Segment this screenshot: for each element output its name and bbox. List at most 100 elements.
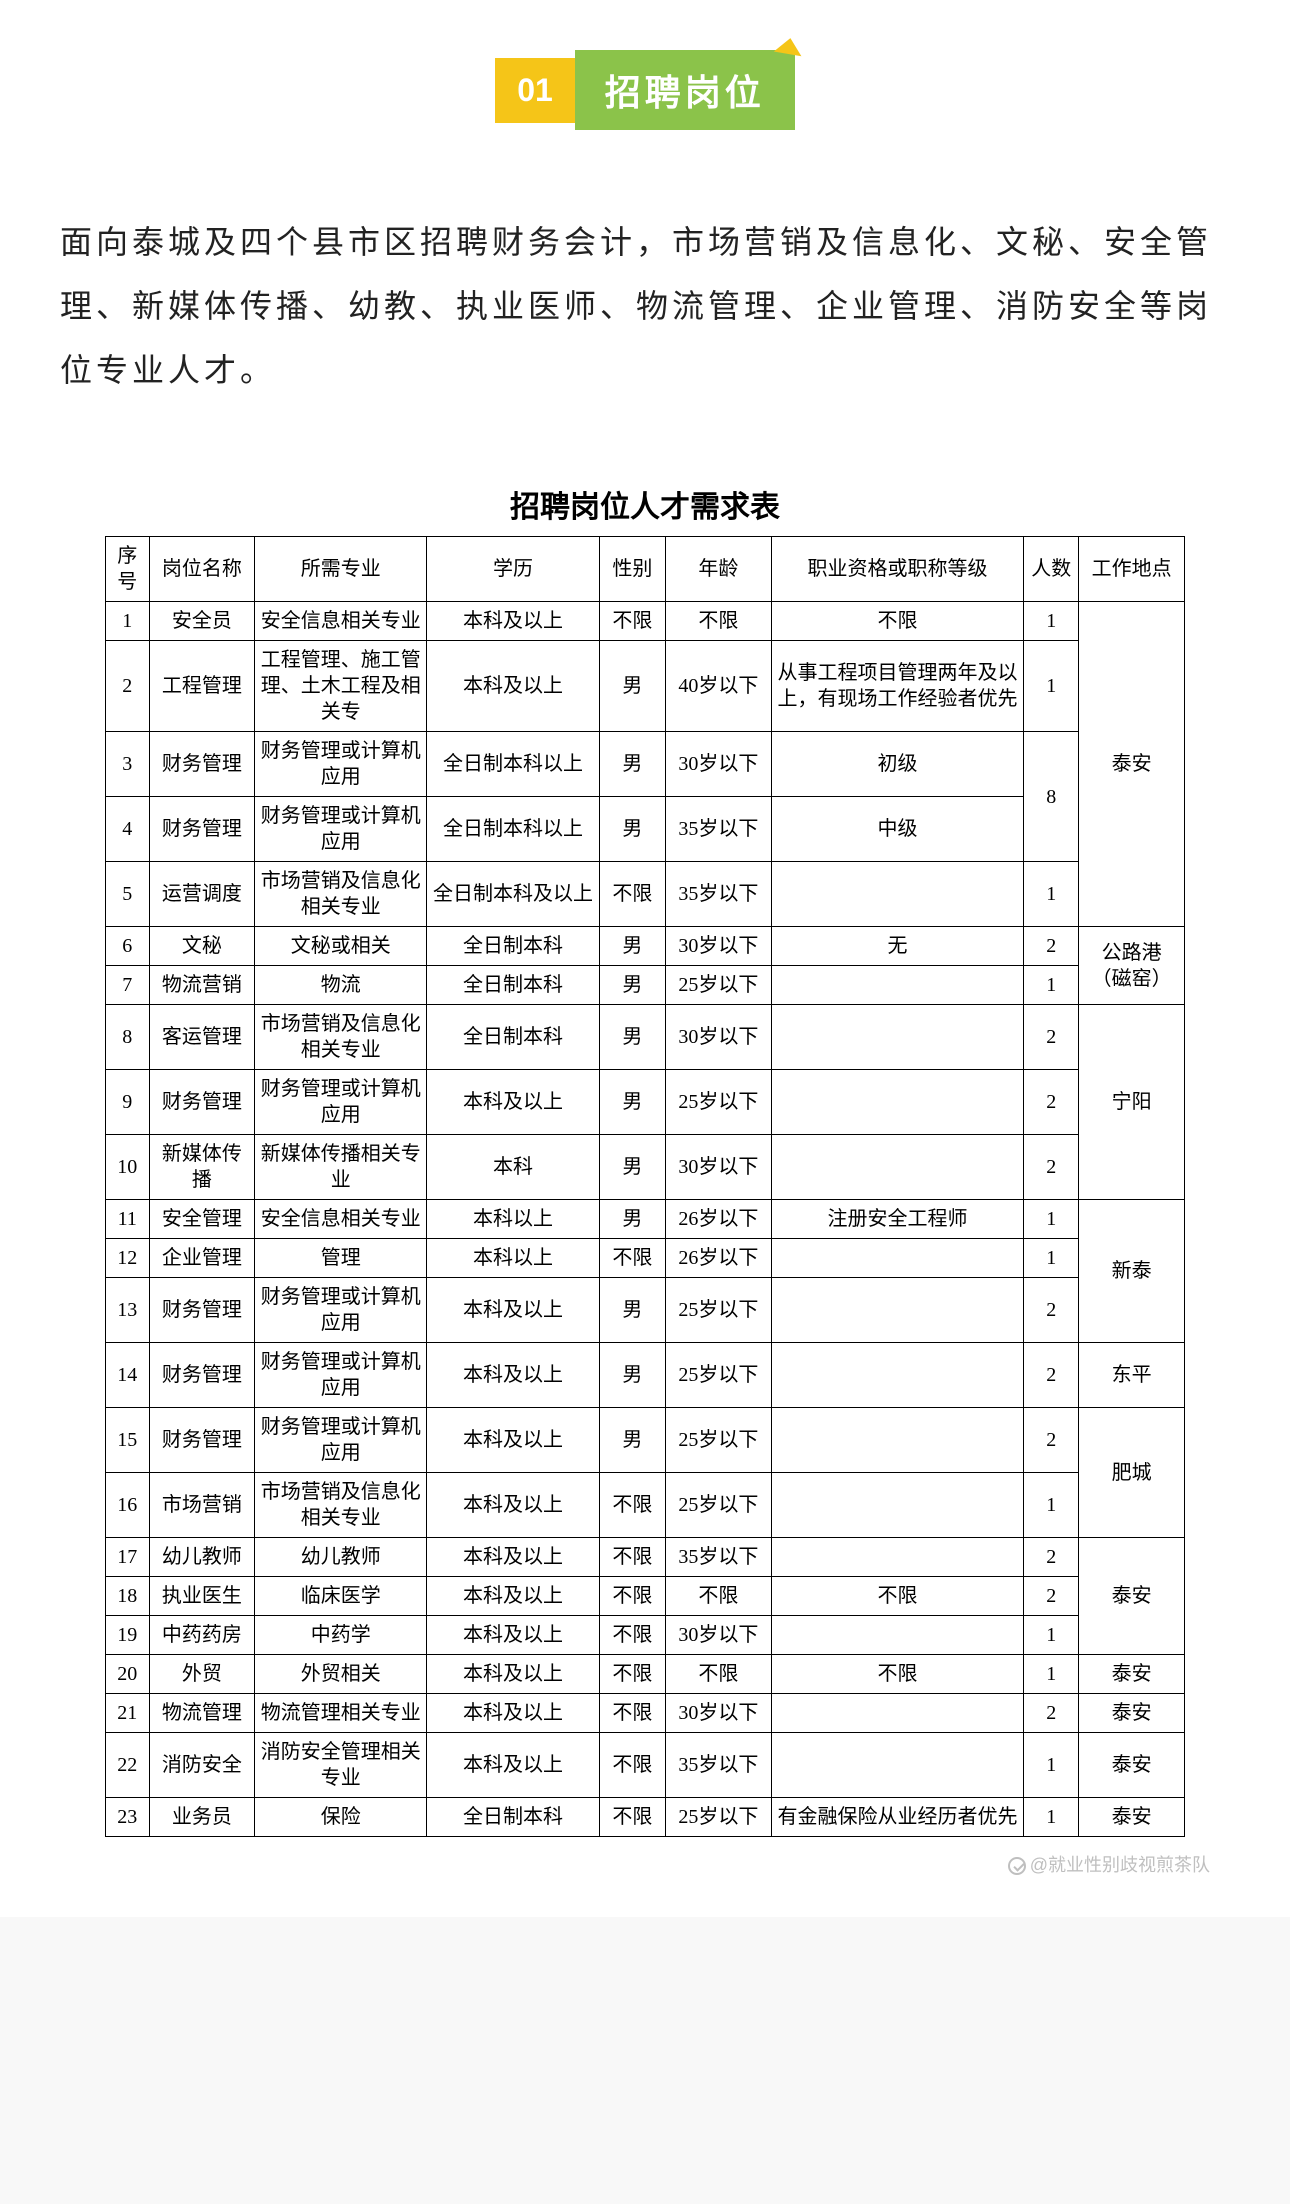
cell-qual: 有金融保险从业经历者优先 bbox=[771, 1798, 1024, 1837]
cell-count: 1 bbox=[1024, 1200, 1079, 1239]
cell-seq: 8 bbox=[106, 1005, 150, 1070]
cell-qual bbox=[771, 1538, 1024, 1577]
cell-major: 管理 bbox=[255, 1239, 427, 1278]
cell-edu: 本科及以上 bbox=[427, 1616, 599, 1655]
cell-seq: 2 bbox=[106, 641, 150, 732]
cell-qual bbox=[771, 966, 1024, 1005]
cell-edu: 本科及以上 bbox=[427, 1655, 599, 1694]
col-header-seq: 序号 bbox=[106, 537, 150, 602]
cell-qual bbox=[771, 1733, 1024, 1798]
cell-name: 安全员 bbox=[149, 602, 255, 641]
cell-name: 文秘 bbox=[149, 927, 255, 966]
cell-count: 2 bbox=[1024, 1538, 1079, 1577]
watermark: @就业性别歧视煎茶队 bbox=[60, 1837, 1230, 1877]
cell-gender: 男 bbox=[599, 966, 666, 1005]
cell-gender: 男 bbox=[599, 927, 666, 966]
cell-seq: 12 bbox=[106, 1239, 150, 1278]
cell-age: 25岁以下 bbox=[666, 1473, 772, 1538]
table-row: 4财务管理财务管理或计算机应用全日制本科以上男35岁以下中级 bbox=[106, 797, 1185, 862]
cell-major: 市场营销及信息化相关专业 bbox=[255, 1005, 427, 1070]
cell-edu: 全日制本科及以上 bbox=[427, 862, 599, 927]
table-row: 5运营调度市场营销及信息化相关专业全日制本科及以上不限35岁以下1 bbox=[106, 862, 1185, 927]
cell-age: 25岁以下 bbox=[666, 1798, 772, 1837]
cell-seq: 13 bbox=[106, 1278, 150, 1343]
table-title: 招聘岗位人才需求表 bbox=[105, 482, 1185, 526]
cell-major: 市场营销及信息化相关专业 bbox=[255, 1473, 427, 1538]
cell-count: 1 bbox=[1024, 966, 1079, 1005]
cell-qual: 从事工程项目管理两年及以上，有现场工作经验者优先 bbox=[771, 641, 1024, 732]
table-container: 招聘岗位人才需求表 序号 岗位名称 所需专业 学历 性别 年龄 职业资格或职称等… bbox=[105, 482, 1185, 1837]
cell-age: 30岁以下 bbox=[666, 1005, 772, 1070]
table-row: 16市场营销市场营销及信息化相关专业本科及以上不限25岁以下1 bbox=[106, 1473, 1185, 1538]
cell-major: 物流管理相关专业 bbox=[255, 1694, 427, 1733]
cell-qual: 无 bbox=[771, 927, 1024, 966]
cell-gender: 不限 bbox=[599, 1616, 666, 1655]
cell-age: 不限 bbox=[666, 1577, 772, 1616]
cell-seq: 11 bbox=[106, 1200, 150, 1239]
cell-qual bbox=[771, 1616, 1024, 1655]
cell-gender: 男 bbox=[599, 1278, 666, 1343]
cell-major: 外贸相关 bbox=[255, 1655, 427, 1694]
cell-location: 泰安 bbox=[1079, 1655, 1185, 1694]
cell-qual: 不限 bbox=[771, 1577, 1024, 1616]
cell-age: 25岁以下 bbox=[666, 1408, 772, 1473]
cell-gender: 不限 bbox=[599, 1655, 666, 1694]
cell-qual bbox=[771, 1135, 1024, 1200]
cell-location: 东平 bbox=[1079, 1343, 1185, 1408]
cell-edu: 全日制本科 bbox=[427, 1798, 599, 1837]
cell-edu: 本科及以上 bbox=[427, 1278, 599, 1343]
cell-count: 2 bbox=[1024, 1005, 1079, 1070]
cell-edu: 本科及以上 bbox=[427, 641, 599, 732]
cell-location: 泰安 bbox=[1079, 1733, 1185, 1798]
cell-name: 财务管理 bbox=[149, 1343, 255, 1408]
col-header-major: 所需专业 bbox=[255, 537, 427, 602]
cell-name: 执业医生 bbox=[149, 1577, 255, 1616]
col-header-name: 岗位名称 bbox=[149, 537, 255, 602]
table-row: 1安全员安全信息相关专业本科及以上不限不限不限1泰安 bbox=[106, 602, 1185, 641]
cell-location: 宁阳 bbox=[1079, 1005, 1185, 1200]
cell-count: 1 bbox=[1024, 1239, 1079, 1278]
cell-gender: 男 bbox=[599, 1070, 666, 1135]
cell-qual: 初级 bbox=[771, 732, 1024, 797]
cell-major: 财务管理或计算机应用 bbox=[255, 1408, 427, 1473]
cell-name: 新媒体传播 bbox=[149, 1135, 255, 1200]
cell-count: 2 bbox=[1024, 1070, 1079, 1135]
cell-major: 财务管理或计算机应用 bbox=[255, 1070, 427, 1135]
table-row: 10新媒体传播新媒体传播相关专业本科男30岁以下2 bbox=[106, 1135, 1185, 1200]
cell-name: 财务管理 bbox=[149, 732, 255, 797]
cell-gender: 男 bbox=[599, 797, 666, 862]
cell-major: 中药学 bbox=[255, 1616, 427, 1655]
cell-edu: 全日制本科 bbox=[427, 966, 599, 1005]
cell-seq: 20 bbox=[106, 1655, 150, 1694]
cell-age: 30岁以下 bbox=[666, 1694, 772, 1733]
cell-name: 安全管理 bbox=[149, 1200, 255, 1239]
cell-seq: 17 bbox=[106, 1538, 150, 1577]
cell-count: 1 bbox=[1024, 1616, 1079, 1655]
cell-age: 30岁以下 bbox=[666, 1616, 772, 1655]
cell-major: 消防安全管理相关专业 bbox=[255, 1733, 427, 1798]
cell-name: 财务管理 bbox=[149, 1070, 255, 1135]
cell-qual bbox=[771, 1343, 1024, 1408]
cell-age: 25岁以下 bbox=[666, 1278, 772, 1343]
cell-gender: 不限 bbox=[599, 602, 666, 641]
table-row: 15财务管理财务管理或计算机应用本科及以上男25岁以下2肥城 bbox=[106, 1408, 1185, 1473]
cell-gender: 不限 bbox=[599, 1733, 666, 1798]
cell-age: 25岁以下 bbox=[666, 966, 772, 1005]
cell-name: 财务管理 bbox=[149, 1278, 255, 1343]
cell-edu: 全日制本科以上 bbox=[427, 732, 599, 797]
cell-seq: 16 bbox=[106, 1473, 150, 1538]
cell-major: 新媒体传播相关专业 bbox=[255, 1135, 427, 1200]
cell-location: 泰安 bbox=[1079, 1694, 1185, 1733]
table-row: 9财务管理财务管理或计算机应用本科及以上男25岁以下2 bbox=[106, 1070, 1185, 1135]
intro-paragraph: 面向泰城及四个县市区招聘财务会计，市场营销及信息化、文秘、安全管理、新媒体传播、… bbox=[60, 210, 1230, 402]
cell-qual bbox=[771, 862, 1024, 927]
cell-edu: 本科及以上 bbox=[427, 1577, 599, 1616]
cell-count: 1 bbox=[1024, 1655, 1079, 1694]
table-row: 22消防安全消防安全管理相关专业本科及以上不限35岁以下1泰安 bbox=[106, 1733, 1185, 1798]
weibo-verified-icon bbox=[1008, 1857, 1026, 1875]
table-body: 1安全员安全信息相关专业本科及以上不限不限不限1泰安2工程管理工程管理、施工管理… bbox=[106, 602, 1185, 1837]
cell-seq: 21 bbox=[106, 1694, 150, 1733]
cell-major: 临床医学 bbox=[255, 1577, 427, 1616]
watermark-text: @就业性别歧视煎茶队 bbox=[1030, 1855, 1210, 1875]
col-header-count: 人数 bbox=[1024, 537, 1079, 602]
